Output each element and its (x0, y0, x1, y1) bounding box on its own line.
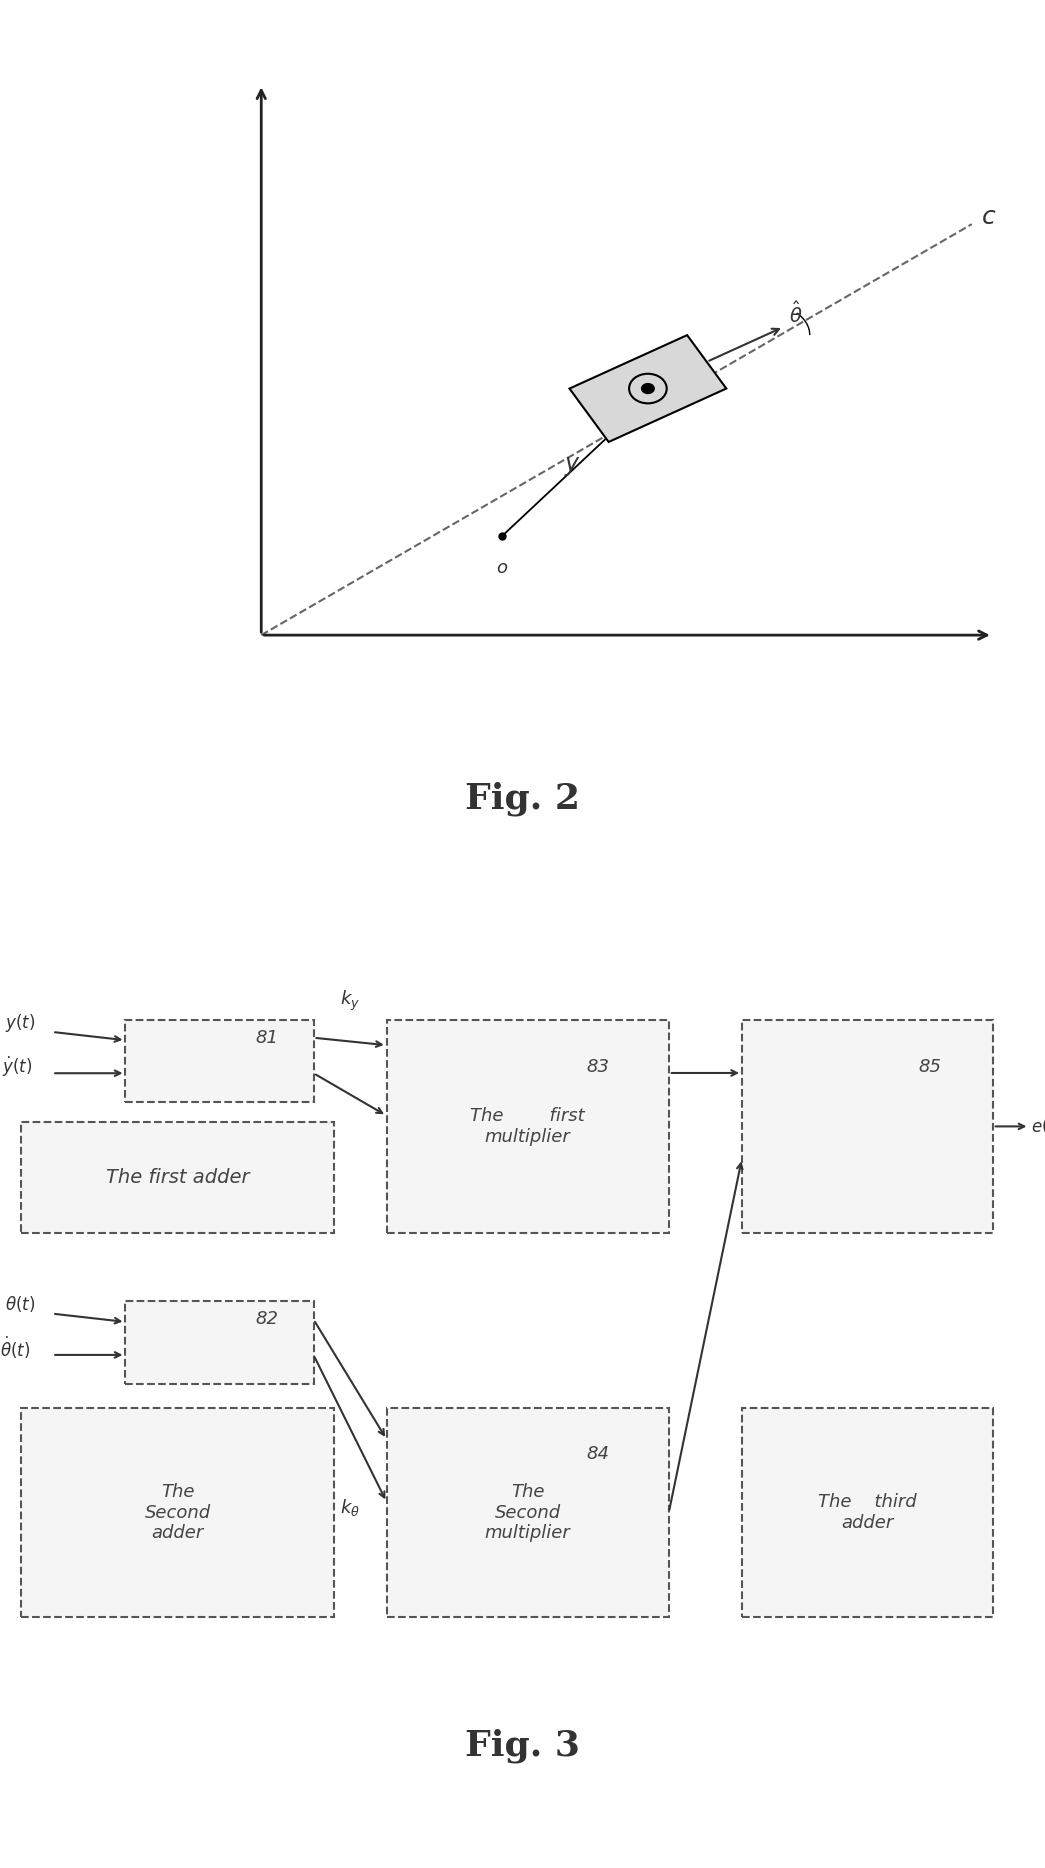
Text: y: y (564, 452, 578, 476)
Text: Fig. 2: Fig. 2 (465, 781, 580, 816)
Text: The    third
adder: The third adder (818, 1493, 916, 1532)
Text: 85: 85 (919, 1057, 942, 1076)
FancyBboxPatch shape (387, 1408, 669, 1618)
Text: 82: 82 (255, 1311, 278, 1328)
Text: $y(t)$: $y(t)$ (5, 1012, 36, 1033)
Text: The
Second
multiplier: The Second multiplier (485, 1483, 571, 1543)
Text: $\hat{\theta}$: $\hat{\theta}$ (789, 301, 803, 327)
Text: The first adder: The first adder (106, 1168, 250, 1186)
FancyBboxPatch shape (125, 1020, 314, 1102)
Text: The
Second
adder: The Second adder (144, 1483, 211, 1543)
Text: o: o (496, 560, 508, 577)
Text: $\dot{y}(t)$: $\dot{y}(t)$ (2, 1055, 32, 1080)
FancyBboxPatch shape (125, 1302, 314, 1384)
Text: c: c (982, 205, 996, 230)
FancyBboxPatch shape (742, 1408, 993, 1618)
Circle shape (642, 383, 654, 394)
Text: Fig. 3: Fig. 3 (465, 1728, 580, 1763)
Text: 84: 84 (586, 1446, 610, 1463)
Text: $\theta(t)$: $\theta(t)$ (5, 1293, 36, 1313)
Text: The        first
multiplier: The first multiplier (470, 1108, 585, 1145)
FancyBboxPatch shape (742, 1020, 993, 1233)
Text: $k_\theta$: $k_\theta$ (340, 1496, 361, 1517)
Text: $e(t)$: $e(t)$ (1031, 1117, 1045, 1136)
Text: $k_y$: $k_y$ (340, 988, 361, 1012)
FancyBboxPatch shape (21, 1121, 334, 1233)
Text: 83: 83 (586, 1057, 610, 1076)
Text: $\dot{\theta}(t)$: $\dot{\theta}(t)$ (0, 1336, 30, 1362)
Bar (570, 334, 726, 443)
Text: 81: 81 (255, 1029, 278, 1046)
FancyBboxPatch shape (387, 1020, 669, 1233)
FancyBboxPatch shape (21, 1408, 334, 1618)
